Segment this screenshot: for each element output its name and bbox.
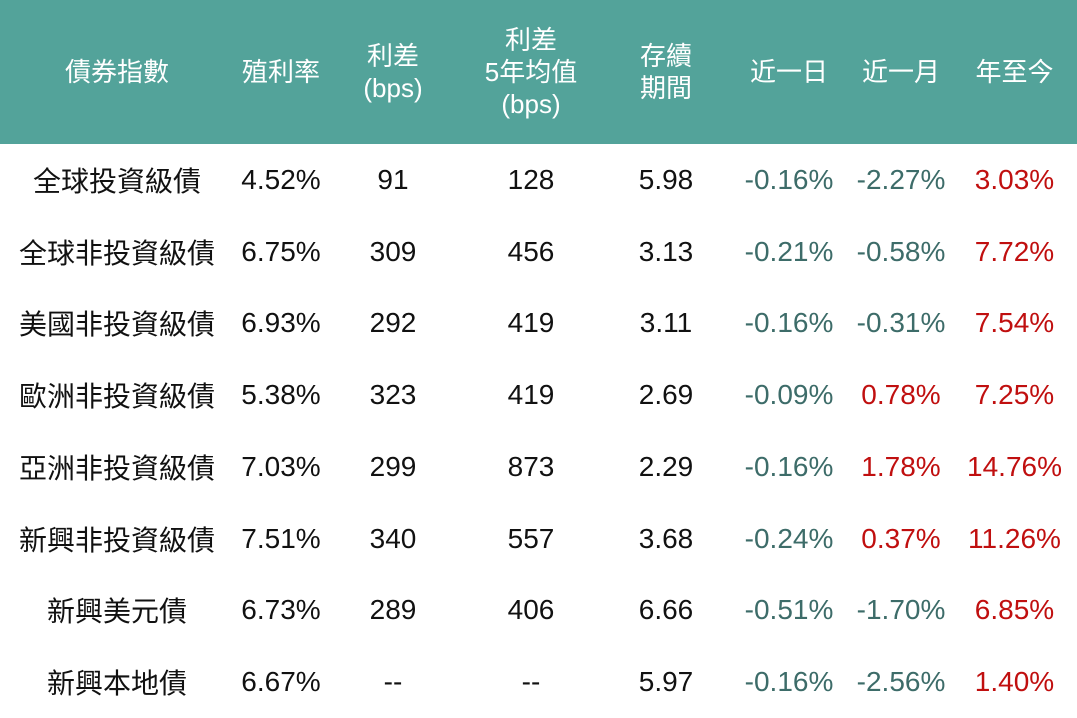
cell-chg-1d: -0.09% — [744, 379, 834, 411]
cell-chg-1m: 1.78% — [861, 450, 941, 482]
cell-chg-1m: -0.58% — [856, 235, 946, 267]
header-col-chg-ytd: 年至今 — [952, 0, 1077, 144]
cell-spread-bps: 292 — [369, 307, 417, 339]
cell-chg-ytd: 14.76% — [967, 450, 1062, 482]
cell-spread-5y-avg-bps: 419 — [507, 307, 555, 339]
header-label-line: (bps) — [363, 73, 423, 103]
cell-chg-ytd: 11.26% — [968, 522, 1061, 554]
cell-chg-1d: -0.16% — [744, 307, 834, 339]
header-row: 債券指數 殖利率 利差 (bps) 利差 5年均值 (bps) 存續 期間 近一日 近一月 年至今 — [0, 0, 1077, 144]
header-col-chg-1d: 近一日 — [728, 0, 850, 144]
cell-yield: 7.51% — [241, 522, 321, 554]
header-label-line: 利差 — [504, 25, 557, 55]
cell-chg-1m: 0.78% — [861, 379, 941, 411]
cell-yield: 6.73% — [241, 594, 321, 626]
cell-chg-1d: -0.16% — [744, 666, 834, 698]
header-col-yield: 殖利率 — [234, 0, 328, 144]
cell-duration: 2.69 — [638, 379, 694, 411]
cell-chg-ytd: 1.40% — [974, 666, 1055, 698]
header-label-line: (bps) — [501, 89, 561, 119]
cell-spread-5y-avg-bps: 406 — [507, 594, 555, 626]
cell-index: 全球投資級債 — [32, 165, 201, 197]
cell-spread-5y-avg-bps: 557 — [507, 522, 555, 554]
cell-chg-ytd: 7.54% — [974, 307, 1055, 339]
header-col-spread-5y-avg-bps: 利差 5年均值 (bps) — [458, 0, 604, 144]
header-label-line: 利差 — [366, 41, 419, 71]
cell-duration: 3.13 — [638, 235, 694, 267]
header-col-index: 債券指數 — [0, 0, 234, 144]
cell-index: 歐洲非投資級債 — [18, 381, 215, 413]
cell-duration: 3.11 — [639, 307, 693, 339]
cell-yield: 6.75% — [241, 235, 321, 267]
cell-chg-1d: -0.51% — [744, 594, 834, 626]
cell-duration: 3.68 — [638, 522, 694, 554]
cell-chg-ytd: 7.72% — [974, 235, 1055, 267]
header-label-line: 存續 — [639, 41, 692, 71]
cell-spread-5y-avg-bps: 873 — [507, 450, 555, 482]
table-row: 美國非投資級債 6.93% 292 419 3.11 -0.16% -0.31% 7.54% — [0, 288, 1077, 360]
cell-chg-1m: -2.27% — [856, 163, 946, 195]
header-label-line: 近一月 — [861, 57, 940, 87]
header-label-line: 殖利率 — [241, 57, 320, 87]
cell-index: 亞洲非投資級債 — [18, 452, 215, 484]
cell-spread-bps: 309 — [369, 235, 417, 267]
cell-spread-5y-avg-bps: 419 — [507, 379, 555, 411]
cell-chg-1m: -2.56% — [856, 666, 946, 698]
table-row: 全球非投資級債 6.75% 309 456 3.13 -0.21% -0.58% 7.72% — [0, 216, 1077, 288]
cell-spread-bps: -- — [383, 666, 403, 698]
cell-yield: 7.03% — [241, 450, 321, 482]
cell-duration: 5.98 — [638, 163, 694, 195]
table-row: 全球投資級債 4.52% 91 128 5.98 -0.16% -2.27% 3.03% — [0, 144, 1077, 216]
cell-duration: 5.97 — [638, 666, 694, 698]
cell-duration: 6.66 — [638, 594, 694, 626]
table-row: 新興非投資級債 7.51% 340 557 3.68 -0.24% 0.37% 11.26% — [0, 503, 1077, 575]
cell-spread-5y-avg-bps: -- — [521, 666, 541, 698]
cell-yield: 6.67% — [241, 666, 321, 698]
cell-chg-1d: -0.24% — [744, 522, 834, 554]
cell-chg-ytd: 6.85% — [974, 594, 1055, 626]
header-label-line: 5年均值 — [484, 57, 578, 87]
cell-spread-5y-avg-bps: 128 — [507, 163, 555, 195]
header-col-spread-bps: 利差 (bps) — [328, 0, 458, 144]
cell-spread-bps: 340 — [369, 522, 417, 554]
cell-index: 新興美元債 — [46, 596, 187, 628]
cell-chg-1d: -0.16% — [744, 450, 834, 482]
header-col-duration: 存續 期間 — [604, 0, 728, 144]
table-row: 歐洲非投資級債 5.38% 323 419 2.69 -0.09% 0.78% 7.25% — [0, 359, 1077, 431]
header-col-chg-1m: 近一月 — [850, 0, 952, 144]
table-row: 新興美元債 6.73% 289 406 6.66 -0.51% -1.70% 6.85% — [0, 575, 1077, 647]
cell-chg-1d: -0.16% — [744, 163, 834, 195]
cell-index: 美國非投資級債 — [18, 309, 215, 341]
cell-spread-bps: 299 — [369, 450, 417, 482]
cell-index: 全球非投資級債 — [18, 237, 215, 269]
cell-chg-1m: -1.70% — [856, 594, 946, 626]
cell-chg-1m: -0.31% — [856, 307, 946, 339]
cell-chg-1d: -0.21% — [744, 235, 834, 267]
cell-spread-5y-avg-bps: 456 — [507, 235, 555, 267]
table-header: 債券指數 殖利率 利差 (bps) 利差 5年均值 (bps) 存續 期間 近一日 近一月 年至今 — [0, 0, 1077, 144]
cell-yield: 4.52% — [241, 163, 321, 195]
header-label-line: 期間 — [639, 73, 692, 103]
table-row: 亞洲非投資級債 7.03% 299 873 2.29 -0.16% 1.78% 14.76% — [0, 431, 1077, 503]
cell-chg-ytd: 3.03% — [974, 163, 1055, 195]
cell-spread-bps: 323 — [369, 379, 417, 411]
cell-chg-1m: 0.37% — [861, 522, 941, 554]
cell-yield: 6.93% — [241, 307, 321, 339]
cell-index: 新興本地債 — [46, 668, 187, 700]
cell-duration: 2.29 — [638, 450, 694, 482]
header-label-line: 年至今 — [975, 57, 1054, 87]
cell-chg-ytd: 7.25% — [974, 379, 1055, 411]
table-row: 新興本地債 6.67% -- -- 5.97 -0.16% -2.56% 1.40% — [0, 646, 1077, 718]
cell-yield: 5.38% — [241, 379, 321, 411]
header-label-line: 近一日 — [749, 57, 828, 87]
header-label-line: 債券指數 — [64, 57, 169, 87]
table-body: 全球投資級債 4.52% 91 128 5.98 -0.16% -2.27% 3.03% 全球非… — [0, 144, 1077, 718]
cell-index: 新興非投資級債 — [18, 524, 215, 556]
cell-spread-bps: 289 — [369, 594, 417, 626]
cell-spread-bps: 91 — [377, 163, 409, 195]
